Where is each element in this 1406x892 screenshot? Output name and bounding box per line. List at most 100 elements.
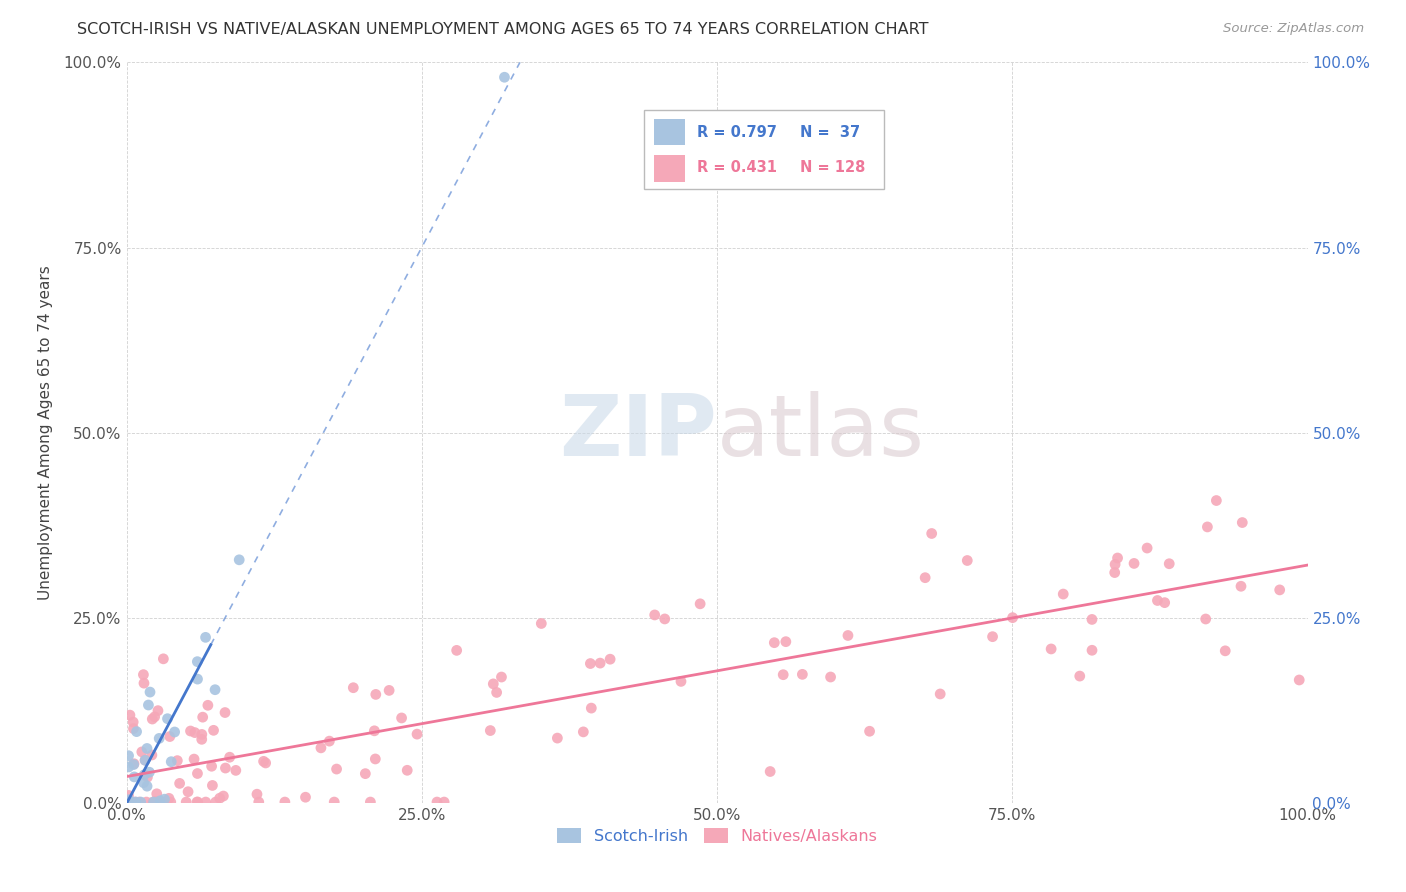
Point bbox=[1268, 582, 1291, 597]
Point bbox=[135, 795, 157, 809]
Bar bbox=[654, 120, 685, 145]
Point bbox=[1104, 566, 1126, 580]
Point bbox=[186, 766, 208, 780]
Point bbox=[204, 682, 226, 697]
Point bbox=[160, 755, 183, 769]
Point bbox=[134, 753, 156, 767]
Point bbox=[247, 795, 270, 809]
Text: N =  37: N = 37 bbox=[800, 125, 860, 140]
Point bbox=[1146, 593, 1168, 607]
Point bbox=[820, 670, 842, 684]
Point bbox=[128, 795, 150, 809]
Point bbox=[212, 789, 235, 803]
Text: ZIP: ZIP bbox=[560, 391, 717, 475]
Point bbox=[1205, 493, 1227, 508]
Point bbox=[124, 795, 146, 809]
Point bbox=[159, 795, 181, 809]
Point bbox=[118, 793, 141, 807]
Point bbox=[763, 635, 786, 649]
Point bbox=[378, 683, 401, 698]
Point bbox=[186, 795, 208, 809]
Point bbox=[218, 750, 240, 764]
Point bbox=[186, 655, 208, 669]
Point bbox=[589, 656, 612, 670]
Point bbox=[406, 727, 429, 741]
Point bbox=[122, 714, 145, 729]
Point bbox=[208, 791, 231, 805]
Point bbox=[145, 795, 167, 809]
Text: atlas: atlas bbox=[717, 391, 925, 475]
Point bbox=[122, 722, 145, 736]
Point bbox=[183, 752, 205, 766]
Point bbox=[214, 706, 236, 720]
Point bbox=[194, 631, 217, 645]
Point bbox=[669, 674, 692, 689]
Point bbox=[194, 795, 217, 809]
Point bbox=[117, 789, 139, 803]
Point bbox=[180, 724, 202, 739]
Point bbox=[131, 745, 153, 759]
Point bbox=[169, 776, 191, 790]
Point bbox=[117, 795, 139, 809]
Text: R = 0.797: R = 0.797 bbox=[697, 125, 778, 140]
Point bbox=[759, 764, 782, 779]
Point bbox=[1001, 610, 1024, 624]
Point bbox=[482, 677, 505, 691]
Point bbox=[342, 681, 364, 695]
Point bbox=[1195, 612, 1218, 626]
Point bbox=[117, 748, 139, 763]
Point bbox=[1232, 516, 1254, 530]
Point bbox=[530, 616, 553, 631]
Point bbox=[159, 730, 181, 744]
Point bbox=[142, 795, 165, 809]
Point bbox=[142, 795, 165, 809]
Point bbox=[152, 652, 174, 666]
Point bbox=[364, 687, 387, 701]
Point bbox=[325, 762, 347, 776]
Point bbox=[581, 701, 603, 715]
Point bbox=[136, 741, 159, 756]
Point bbox=[981, 630, 1004, 644]
Point bbox=[252, 755, 274, 769]
Point bbox=[148, 731, 170, 746]
Point bbox=[359, 795, 381, 809]
Point bbox=[479, 723, 502, 738]
Point bbox=[1107, 551, 1129, 566]
Point bbox=[184, 725, 207, 739]
Point bbox=[1197, 520, 1219, 534]
Point bbox=[191, 727, 214, 741]
Point bbox=[309, 740, 332, 755]
Point bbox=[141, 712, 163, 726]
Point bbox=[143, 710, 166, 724]
Point bbox=[485, 685, 508, 699]
Point bbox=[134, 753, 156, 767]
Point bbox=[214, 761, 236, 775]
Point bbox=[174, 795, 197, 809]
Point bbox=[858, 724, 880, 739]
Point bbox=[364, 752, 387, 766]
Point bbox=[149, 794, 172, 808]
Point bbox=[204, 795, 226, 809]
Point bbox=[433, 795, 456, 809]
Text: N = 128: N = 128 bbox=[800, 161, 866, 175]
Text: SCOTCH-IRISH VS NATIVE/ALASKAN UNEMPLOYMENT AMONG AGES 65 TO 74 YEARS CORRELATIO: SCOTCH-IRISH VS NATIVE/ALASKAN UNEMPLOYM… bbox=[77, 22, 929, 37]
Point bbox=[129, 795, 152, 809]
Point bbox=[122, 770, 145, 784]
Point bbox=[177, 785, 200, 799]
Point bbox=[187, 795, 209, 809]
Point bbox=[491, 670, 513, 684]
Point bbox=[153, 792, 176, 806]
Point bbox=[190, 732, 212, 747]
Y-axis label: Unemployment Among Ages 65 to 74 years: Unemployment Among Ages 65 to 74 years bbox=[38, 265, 52, 600]
Point bbox=[166, 754, 188, 768]
Point bbox=[141, 747, 163, 762]
Point bbox=[1052, 587, 1074, 601]
Point bbox=[956, 553, 979, 567]
Point bbox=[138, 765, 160, 780]
Point bbox=[138, 698, 160, 712]
Point bbox=[1230, 579, 1253, 593]
Point bbox=[1123, 557, 1146, 571]
Point bbox=[146, 795, 169, 809]
Point bbox=[1136, 541, 1159, 555]
Point bbox=[294, 790, 316, 805]
